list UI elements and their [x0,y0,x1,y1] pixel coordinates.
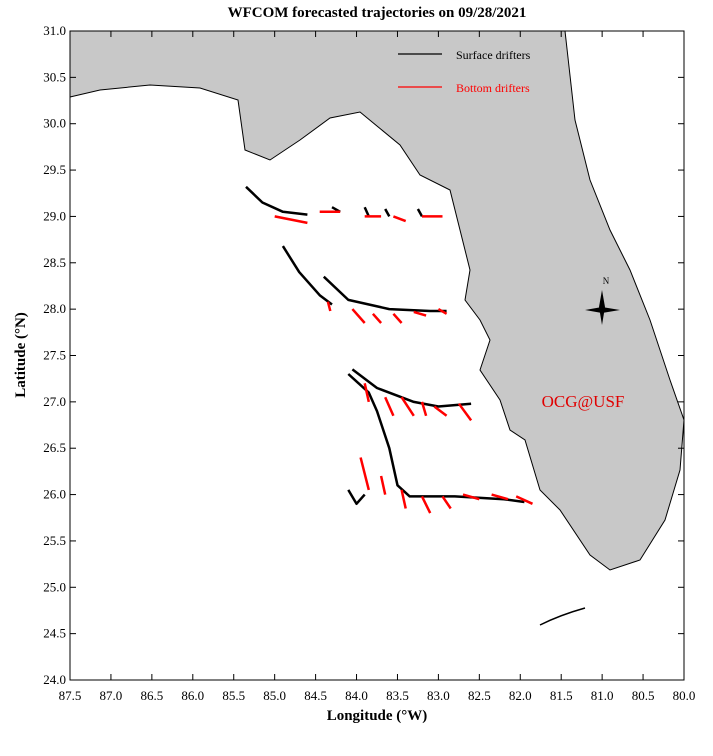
x-tick-label: 83.5 [386,688,409,703]
x-tick-label: 82.5 [468,688,491,703]
y-tick-label: 26.0 [43,487,66,502]
y-tick-label: 25.5 [43,533,66,548]
y-tick-label: 24.5 [43,626,66,641]
y-tick-label: 28.5 [43,255,66,270]
x-tick-label: 85.5 [222,688,245,703]
x-tick-label: 80.0 [673,688,696,703]
x-axis-title: Longitude (°W) [327,708,428,724]
x-tick-label: 87.0 [100,688,123,703]
trajectory [245,185,525,506]
x-tick-label: 86.0 [181,688,204,703]
y-tick-label: 27.5 [43,348,66,363]
x-tick-label: 84.5 [304,688,327,703]
y-tick-label: 25.0 [43,579,66,594]
y-tick-label: 24.0 [43,672,66,687]
land [69,30,685,571]
y-tick-label: 29.5 [43,162,66,177]
y-tick-label: 27.0 [43,394,66,409]
y-tick-label: 28.0 [43,301,66,316]
y-tick-label: 29.0 [43,208,66,223]
x-tick-label: 84.0 [345,688,368,703]
compass [585,290,620,325]
y-tick-label: 30.0 [43,116,66,131]
y-tick-label: 30.5 [43,69,66,84]
compass-label: N [603,276,610,286]
x-tick-label: 82.0 [509,688,532,703]
x-tick-label: 86.5 [140,688,163,703]
y-axis-title: Latitude (°N) [13,312,29,398]
x-tick-label: 81.0 [591,688,614,703]
y-tick-label: 31.0 [43,23,66,38]
x-tick-label: 80.5 [632,688,655,703]
x-tick-label: 87.5 [59,688,82,703]
y-tick-label: 26.5 [43,440,66,455]
annotation: OCG@USF [542,392,625,411]
x-tick-label: 83.0 [427,688,450,703]
x-tick-label: 81.5 [550,688,573,703]
x-tick-label: 85.0 [263,688,286,703]
trajectory [274,210,534,514]
legend-label: Bottom drifters [456,81,530,95]
chart-title: WFCOM forecasted trajectories on 09/28/2… [228,5,527,21]
legend-label: Surface drifters [456,48,531,62]
keys [539,607,586,626]
